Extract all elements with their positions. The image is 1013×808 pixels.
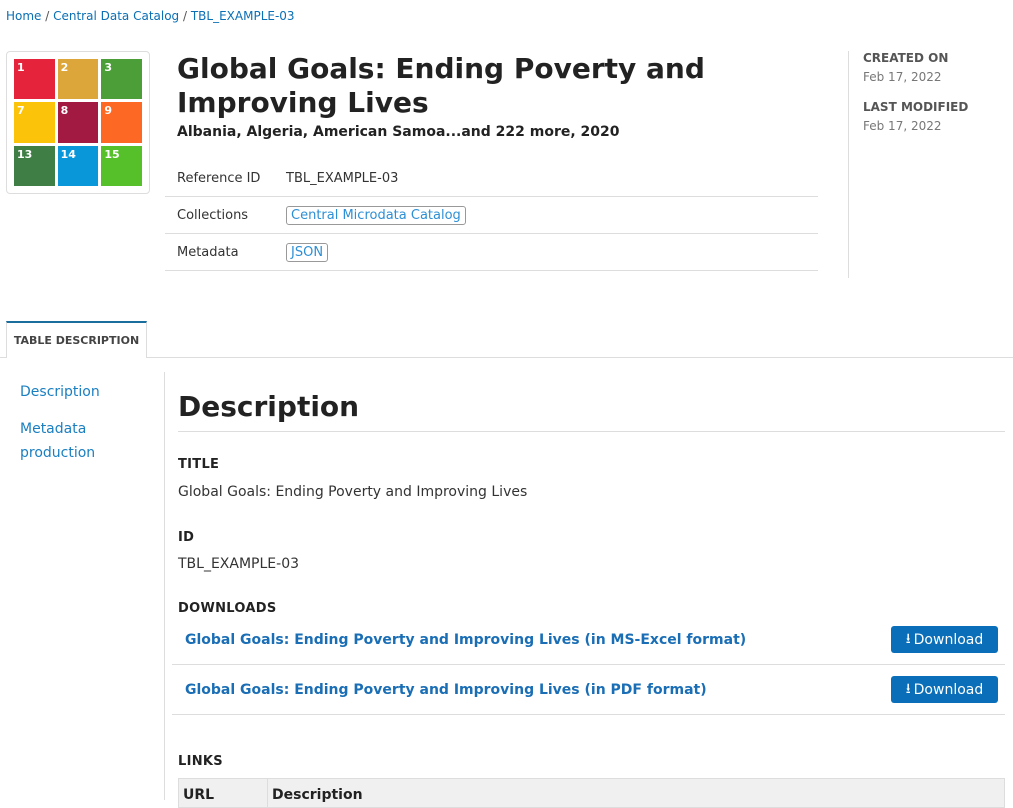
download-row: Global Goals: Ending Poverty and Improvi… bbox=[172, 665, 1005, 715]
links-label: LINKS bbox=[178, 754, 223, 769]
sdg-tile: 15 bbox=[101, 145, 142, 186]
collection-link[interactable]: Central Microdata Catalog bbox=[286, 205, 466, 225]
section-heading: Description bbox=[178, 390, 1005, 432]
id-value: TBL_EXAMPLE-03 bbox=[178, 556, 300, 572]
reference-label: Reference ID bbox=[177, 170, 261, 186]
nav-description[interactable]: Description bbox=[20, 384, 100, 400]
title-value: Global Goals: Ending Poverty and Improvi… bbox=[178, 484, 528, 500]
modified-label: LAST MODIFIED bbox=[863, 100, 969, 114]
download-button[interactable]: ⭳ Download bbox=[891, 626, 998, 653]
json-link[interactable]: JSON bbox=[286, 242, 329, 262]
download-icon: ⭳ bbox=[905, 630, 911, 647]
sdg-logo: 1 2 3 7 8 9 13 14 15 bbox=[6, 51, 150, 194]
sdg-tile: 7 bbox=[14, 102, 55, 143]
breadcrumb-home[interactable]: Home bbox=[6, 9, 42, 23]
download-icon: ⭳ bbox=[905, 680, 911, 697]
download-button-label: Download bbox=[913, 631, 984, 648]
created-label: CREATED ON bbox=[863, 51, 949, 65]
sdg-tile: 2 bbox=[57, 59, 99, 100]
sdg-tile: 14 bbox=[57, 145, 99, 186]
sdg-tile: 13 bbox=[14, 145, 55, 186]
created-value: Feb 17, 2022 bbox=[863, 70, 942, 84]
column-description: Description bbox=[272, 787, 363, 803]
downloads-label: DOWNLOADS bbox=[178, 601, 277, 616]
metadata-table: Reference ID TBL_EXAMPLE-03 Collections Ce… bbox=[165, 160, 818, 271]
sdg-tile: 8 bbox=[57, 102, 99, 143]
reference-value: TBL_EXAMPLE-03 bbox=[286, 170, 399, 186]
download-link-pdf[interactable]: Global Goals: Ending Poverty and Improvi… bbox=[185, 681, 707, 698]
download-button[interactable]: ⭳ Download bbox=[891, 676, 998, 703]
metadata-label: Metadata bbox=[177, 244, 239, 260]
dates-panel: CREATED ON Feb 17, 2022 LAST MODIFIED Fe… bbox=[848, 51, 968, 278]
breadcrumb-catalog[interactable]: Central Data Catalog bbox=[53, 9, 180, 23]
sdg-tile: 1 bbox=[14, 59, 55, 100]
column-url: URL bbox=[179, 779, 268, 807]
download-link-excel[interactable]: Global Goals: Ending Poverty and Improvi… bbox=[185, 631, 747, 648]
side-nav: Description Metadata production bbox=[0, 372, 165, 800]
download-button-label: Download bbox=[913, 681, 984, 698]
nav-metadata-production[interactable]: Metadata production bbox=[20, 421, 96, 461]
sdg-tile: 9 bbox=[101, 102, 142, 143]
page-subtitle: Albania, Algeria, American Samoa...and 2… bbox=[177, 124, 620, 140]
sdg-tile: 3 bbox=[101, 59, 142, 100]
page-title: Global Goals: Ending Poverty and Improvi… bbox=[177, 52, 705, 119]
modified-value: Feb 17, 2022 bbox=[863, 119, 942, 133]
id-label: ID bbox=[178, 530, 195, 545]
tab-divider bbox=[0, 357, 1013, 358]
download-row: Global Goals: Ending Poverty and Improvi… bbox=[172, 615, 1005, 665]
title-label: TITLE bbox=[178, 457, 220, 472]
breadcrumb: Home / Central Data Catalog / TBL_EXAMPL… bbox=[6, 9, 295, 23]
breadcrumb-current[interactable]: TBL_EXAMPLE-03 bbox=[190, 9, 295, 23]
links-table-header: URL Description bbox=[178, 778, 1005, 808]
collections-label: Collections bbox=[177, 207, 249, 223]
tab-table-description[interactable]: TABLE DESCRIPTION bbox=[6, 321, 147, 358]
